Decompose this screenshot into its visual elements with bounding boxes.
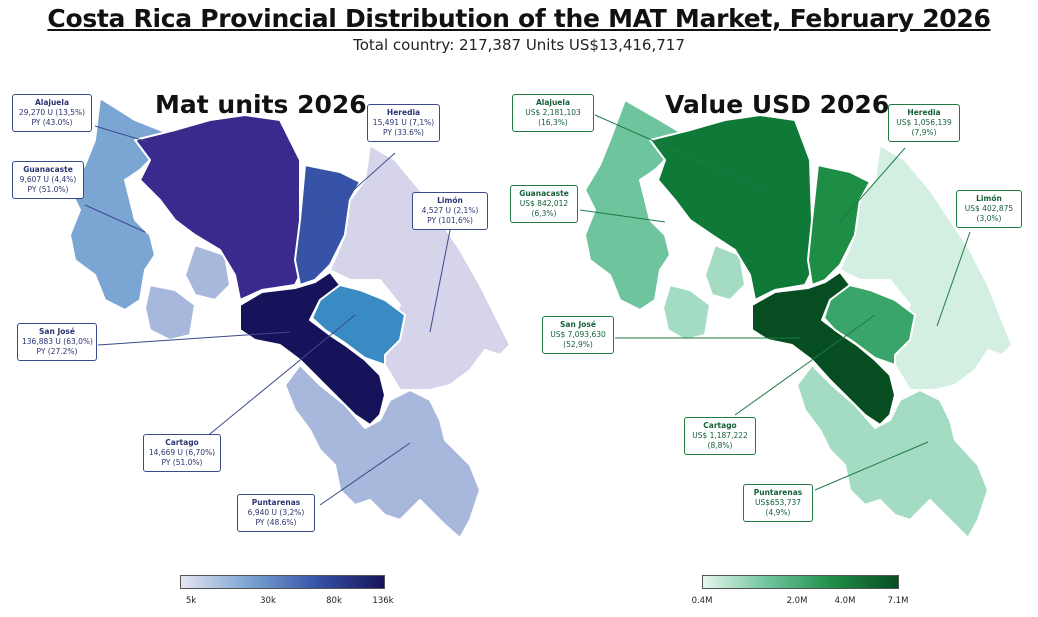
callout-value: 136,883 U (63,0%) — [22, 337, 93, 346]
callout-name: Heredia — [386, 108, 421, 117]
callout-share: (4,9%) — [765, 508, 791, 517]
callout-py: PY (48.6%) — [255, 518, 297, 527]
callout-puntarenas: Puntarenas 6,940 U (3,2%) PY (48.6%) — [237, 494, 315, 532]
callout-cartago: Cartago US$ 1,187,222 (8,8%) — [684, 417, 756, 455]
province-puntarenas-gulf[interactable] — [662, 284, 711, 341]
callout-limon: Limón US$ 402,875 (3,0%) — [956, 190, 1022, 228]
callout-share: (52,9%) — [563, 340, 593, 349]
province-puntarenas[interactable] — [796, 364, 989, 539]
callout-name: Heredia — [907, 108, 941, 117]
callout-guanacaste: Guanacaste 9,607 U (4,4%) PY (51.0%) — [12, 161, 84, 199]
legend-tick: 5k — [185, 596, 197, 606]
legend-tick: 30k — [260, 596, 276, 606]
callout-name: Alajuela — [34, 98, 70, 107]
callout-name: Guanacaste — [519, 189, 569, 198]
province-cartago[interactable] — [823, 284, 916, 366]
units-map-svg — [69, 97, 511, 539]
legend-tick: 0.4M — [691, 596, 713, 606]
callout-alajuela: Alajuela 29,270 U (13,5%) PY (43.0%) — [12, 94, 92, 132]
province-heredia[interactable] — [294, 164, 361, 286]
callout-share: (7,9%) — [911, 128, 937, 137]
callout-value: US$ 842,012 — [519, 199, 569, 208]
province-puntarenas[interactable] — [284, 364, 481, 539]
callout-share: (16,3%) — [538, 118, 568, 127]
province-heredia[interactable] — [807, 164, 871, 286]
callout-name: Limón — [437, 196, 463, 205]
callout-value: 9,607 U (4,4%) — [19, 175, 77, 184]
callout-share: (8,8%) — [707, 441, 733, 450]
callout-share: (6,3%) — [531, 209, 557, 218]
callout-puntarenas: Puntarenas US$653,737 (4,9%) — [743, 484, 813, 522]
callout-alajuela: Alajuela US$ 2,181,103 (16,3%) — [512, 94, 594, 132]
callout-heredia: Heredia US$ 1,056,139 (7,9%) — [888, 104, 960, 142]
callout-py: PY (43.0%) — [31, 118, 73, 127]
legend-tick: 4.0M — [834, 596, 856, 606]
province-alajuela[interactable] — [649, 114, 816, 301]
page-subtitle: Total country: 217,387 Units US$13,416,7… — [353, 36, 685, 54]
callout-value: US$ 1,187,222 — [692, 431, 748, 440]
legend-tick: 136k — [372, 596, 394, 606]
units-map-title: Mat units 2026 — [155, 90, 367, 119]
callout-value: US$ 7,093,630 — [550, 330, 606, 339]
callout-name: Limón — [976, 194, 1002, 203]
legend-tick: 7.1M — [887, 596, 909, 606]
callout-value: US$ 2,181,103 — [525, 108, 581, 117]
callout-name: Alajuela — [535, 98, 571, 107]
province-puntarenas-gulf[interactable] — [144, 284, 196, 341]
callout-py: PY (27.2%) — [36, 347, 78, 356]
callout-value: 14,669 U (6,70%) — [148, 448, 216, 457]
units-color-legend — [180, 575, 385, 589]
value-map-svg — [579, 99, 1013, 539]
callout-py: PY (51.0%) — [27, 185, 69, 194]
callout-value: 4,527 U (2,1%) — [421, 206, 479, 215]
legend-tick: 80k — [326, 596, 342, 606]
province-limon[interactable] — [839, 144, 1013, 391]
value-color-legend — [702, 575, 899, 589]
callout-heredia: Heredia 15,491 U (7,1%) PY (33.6%) — [367, 104, 440, 142]
callout-san-jose: San José 136,883 U (63,0%) PY (27.2%) — [17, 323, 97, 361]
callout-py: PY (51.0%) — [161, 458, 203, 467]
callout-value: US$ 1,056,139 — [896, 118, 952, 127]
page-title: Costa Rica Provincial Distribution of th… — [47, 4, 991, 33]
callout-py: PY (101,6%) — [427, 216, 473, 225]
callout-value: 29,270 U (13,5%) — [18, 108, 86, 117]
callout-limon: Limón 4,527 U (2,1%) PY (101,6%) — [412, 192, 488, 230]
province-limon[interactable] — [329, 144, 511, 391]
province-san-jose[interactable] — [751, 271, 896, 426]
callout-value: 15,491 U (7,1%) — [372, 118, 435, 127]
province-alajuela[interactable] — [134, 114, 306, 301]
province-san-jose[interactable] — [239, 271, 386, 426]
callout-name: Puntarenas — [251, 498, 301, 507]
callout-share: (3,0%) — [976, 214, 1002, 223]
callout-value: US$653,737 — [754, 498, 802, 507]
callout-value: 6,940 U (3,2%) — [247, 508, 305, 517]
value-map-panel: Value USD 2026 Alajuela US$ 2,181,103 (1… — [500, 60, 1022, 617]
callout-name: San José — [560, 320, 596, 329]
units-map-panel: Mat units 2026 Alajuela 29,270 U (13,5%)… — [0, 60, 519, 617]
callout-name: San José — [39, 327, 75, 336]
province-cartago[interactable] — [311, 284, 406, 366]
callout-py: PY (33.6%) — [382, 128, 424, 137]
value-map-title: Value USD 2026 — [665, 90, 890, 119]
legend-tick: 2.0M — [786, 596, 808, 606]
callout-name: Guanacaste — [23, 165, 73, 174]
callout-name: Puntarenas — [753, 488, 803, 497]
callout-name: Cartago — [703, 421, 737, 430]
callout-value: US$ 402,875 — [964, 204, 1014, 213]
callout-san-jose: San José US$ 7,093,630 (52,9%) — [542, 316, 614, 354]
callout-name: Cartago — [165, 438, 199, 447]
callout-cartago: Cartago 14,669 U (6,70%) PY (51.0%) — [143, 434, 221, 472]
callout-guanacaste: Guanacaste US$ 842,012 (6,3%) — [510, 185, 578, 223]
